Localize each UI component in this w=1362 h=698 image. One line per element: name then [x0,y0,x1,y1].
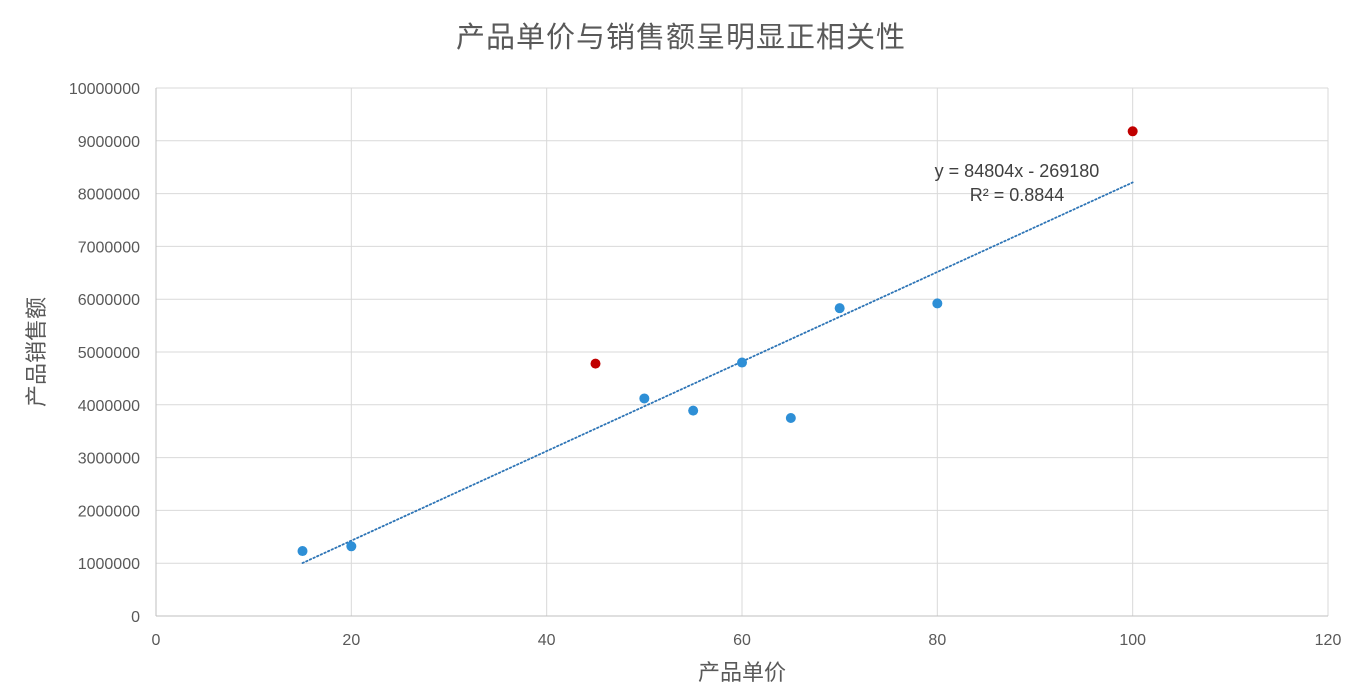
x-tick-label: 20 [342,632,360,649]
trendline-layer [301,181,1134,564]
data-point [1127,126,1138,137]
data-point [639,393,650,404]
y-axis-label: 产品销售额 [24,297,49,407]
y-tick-label: 6000000 [78,292,140,309]
trendline-equation: y = 84804x - 269180 [935,161,1100,181]
x-tick-label: 120 [1315,632,1342,649]
data-point [834,303,845,314]
axes: 0 1000000 2000000 3000000 4000000 5000000 6000… [69,81,1342,649]
data-point [785,413,796,423]
gridlines [155,87,1329,617]
trendline [301,181,1134,564]
x-tick-label: 0 [152,632,161,649]
y-tick-label: 4000000 [78,398,140,415]
y-tick-label: 0 [131,609,140,626]
x-tick-label: 80 [928,632,946,649]
y-tick-label: 8000000 [78,187,140,204]
data-point [737,357,747,368]
y-tick-label: 3000000 [78,451,140,468]
y-tick-label: 9000000 [78,134,140,151]
x-axis-label: 产品单价 [698,660,786,685]
data-point [590,358,601,369]
data-points [297,126,1138,557]
data-point [932,298,943,309]
x-tick-label: 40 [538,632,556,649]
y-tick-label: 5000000 [78,345,140,362]
y-tick-label: 1000000 [78,556,140,573]
trendline-r-squared: R² = 0.8844 [970,185,1065,205]
x-tick-label: 60 [733,632,751,649]
data-point [297,546,308,557]
x-tick-label: 100 [1119,632,1146,649]
y-tick-label: 10000000 [69,81,140,98]
chart-title: 产品单价与销售额呈明显正相关性 [455,20,906,54]
y-tick-label: 2000000 [78,503,140,520]
data-point [346,541,357,552]
y-tick-label: 7000000 [78,239,140,256]
labels: 产品单价 产品销售额 y = 84804x - 269180 R² = 0.88… [24,161,1099,685]
data-point [688,405,699,416]
